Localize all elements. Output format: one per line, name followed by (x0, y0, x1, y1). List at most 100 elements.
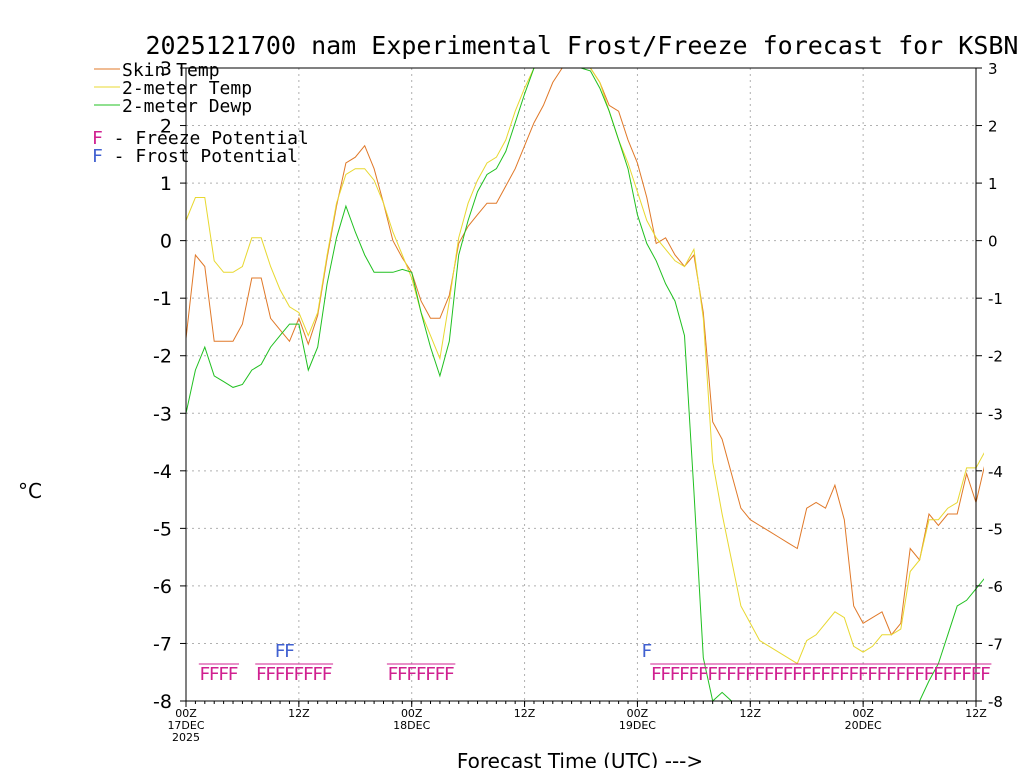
freeze-marker: F (773, 664, 784, 685)
freeze-marker: F (792, 664, 803, 685)
freeze-marker: F (754, 664, 765, 685)
frost-marker: F (284, 641, 295, 662)
x-tick-label: 12Z (740, 707, 762, 720)
y-tick-label-left: -4 (153, 461, 172, 483)
x-tick-label: 2025 (172, 731, 200, 744)
y-tick-label-left: 3 (160, 58, 172, 80)
x-tick-label: 19DEC (619, 719, 656, 732)
freeze-marker: F (914, 664, 925, 685)
x-tick-label: 12Z (965, 707, 987, 720)
freeze-marker: F (660, 664, 671, 685)
freeze-marker: F (801, 664, 812, 685)
freeze-marker: F (745, 664, 756, 685)
freeze-marker: F (199, 664, 210, 685)
x-tick-label: 00Z (627, 707, 649, 720)
plot-frame (180, 67, 982, 707)
freeze-marker: F (397, 664, 408, 685)
legend-label-2m-temp: 2-meter Temp (122, 78, 252, 99)
freeze-marker: F (303, 664, 314, 685)
y-tick-label-right: -7 (988, 635, 1003, 653)
y-tick-label-right: 2 (988, 118, 998, 136)
y-tick-label-left: -3 (153, 403, 172, 425)
freeze-marker: F (858, 664, 869, 685)
legend-frost-entry: F - Frost Potential (92, 146, 298, 167)
freeze-marker: F (877, 664, 888, 685)
freeze-marker: F (265, 664, 276, 685)
frost-marker: F (275, 641, 286, 662)
y-tick-label-left: -2 (153, 346, 172, 368)
y-tick-label-right: -2 (988, 348, 1003, 366)
freeze-marker: F (924, 664, 935, 685)
gridlines (186, 68, 976, 701)
freeze-marker: F (848, 664, 859, 685)
x-tick-label: 20DEC (845, 719, 882, 732)
freeze-marker: F (406, 664, 417, 685)
freeze-marker: F (312, 664, 323, 685)
freeze-marker: F (284, 664, 295, 685)
freeze-marker: F (811, 664, 822, 685)
y-tick-label-right: -8 (988, 693, 1003, 711)
y-axis-label: °C (18, 479, 42, 503)
legend-freeze-letter: F (92, 128, 103, 149)
freeze-marker: F (228, 664, 239, 685)
y-tick-label-right: 1 (988, 175, 998, 193)
freeze-marker: F (971, 664, 982, 685)
x-tick-label: 18DEC (393, 719, 430, 732)
x-axis-label: Forecast Time (UTC) ---> (457, 749, 703, 768)
legend: Skin Temp 2-meter Temp 2-meter Dewp F - … (92, 60, 309, 167)
freeze-marker: F (707, 664, 718, 685)
freeze-marker: F (698, 664, 709, 685)
legend-label-skin-temp: Skin Temp (122, 60, 220, 81)
freeze-marker: F (688, 664, 699, 685)
y-tick-label-left: -8 (153, 691, 172, 713)
legend-frost-label: - Frost Potential (103, 146, 298, 167)
freeze-marker: F (256, 664, 267, 685)
freeze-marker: F (387, 664, 398, 685)
freeze-marker: F (670, 664, 681, 685)
freeze-marker: F (886, 664, 897, 685)
y-tick-label-left: -1 (153, 288, 172, 310)
freeze-marker: F (679, 664, 690, 685)
plot-border (185, 67, 977, 702)
x-tick-label: 12Z (288, 707, 310, 720)
y-tick-label-right: 3 (988, 60, 998, 78)
y-tick-label-left: 0 (160, 231, 172, 253)
series-lines (186, 68, 984, 701)
chart-title: 2025121700 nam Experimental Frost/Freeze… (146, 31, 1019, 60)
frost-marker: F (641, 641, 652, 662)
freeze-marker: F (416, 664, 427, 685)
freeze-marker: F (726, 664, 737, 685)
freeze-marker: F (933, 664, 944, 685)
freeze-marker: F (839, 664, 850, 685)
freeze-marker: F (735, 664, 746, 685)
y-tick-label-right: 0 (988, 233, 998, 251)
x-tick-label: 00Z (175, 707, 197, 720)
freeze-marker: F (651, 664, 662, 685)
y-tick-label-right: -5 (988, 520, 1003, 538)
y-tick-label-left: 1 (160, 173, 172, 195)
legend-label-2m-dewp: 2-meter Dewp (122, 96, 252, 117)
y-tick-label-left: 2 (160, 116, 172, 138)
freeze-marker: F (435, 664, 446, 685)
x-tick-label: 12Z (514, 707, 536, 720)
freeze-marker: F (942, 664, 953, 685)
x-tick-label: 17DEC (167, 719, 204, 732)
freeze-marker: F (867, 664, 878, 685)
freeze-marker: F (275, 664, 286, 685)
y-tick-label-right: -6 (988, 578, 1003, 596)
legend-frost-letter: F (92, 146, 103, 167)
freeze-marker: F (764, 664, 775, 685)
freeze-marker: F (293, 664, 304, 685)
freeze-marker: F (218, 664, 229, 685)
freeze-marker: F (905, 664, 916, 685)
legend-freeze-label: - Freeze Potential (103, 128, 309, 149)
series-line-skin-temp (186, 68, 984, 636)
y-tick-label-left: -6 (153, 576, 172, 598)
y-tick-labels: -8 -8 -7 -7 -6 -6 -5 -5 -4 -4 -3 -3 -2 -2 -1 -1 0 0 1 1 2 2 3 3 (153, 58, 1003, 713)
y-tick-label-left: -7 (153, 633, 172, 655)
freeze-marker: F (961, 664, 972, 685)
x-tick-label: 00Z (852, 707, 874, 720)
